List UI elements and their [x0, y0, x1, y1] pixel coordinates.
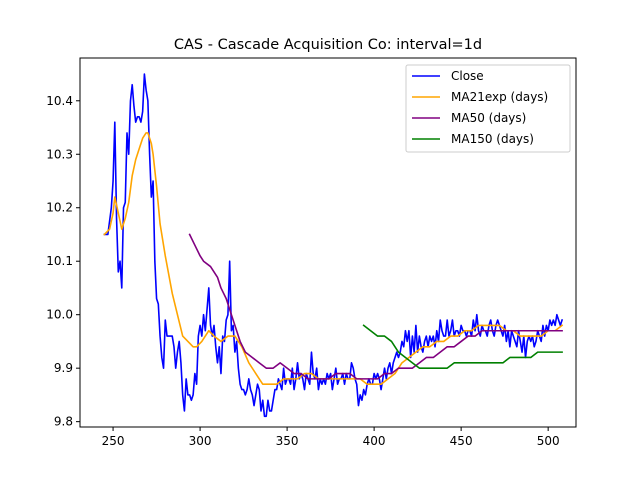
- y-tick-label-1: 9.9: [54, 361, 73, 375]
- axes-layer: 250 300 350 400 450 500 9.8 9.9 10.0 10.1 10.2 10.3…: [46, 57, 577, 448]
- x-tick-label-1: 300: [189, 434, 212, 448]
- y-tick-label-2: 10.0: [46, 308, 73, 322]
- x-tick-label-0: 250: [102, 434, 125, 448]
- legend-label-2: MA50 (days): [451, 111, 526, 125]
- legend-box: [405, 64, 571, 153]
- legend-label-3: MA150 (days): [451, 132, 534, 146]
- legend-label-0: Close: [451, 69, 484, 83]
- x-tick-label-3: 400: [363, 434, 386, 448]
- legend: Close MA21exp (days) MA50 (days) MA150 (day…: [405, 64, 571, 153]
- y-tick-label-6: 10.4: [46, 94, 73, 108]
- y-tick-label-3: 10.1: [46, 254, 73, 268]
- x-tick-label-4: 450: [450, 434, 473, 448]
- series-layer: [103, 73, 564, 418]
- series-line-3: [362, 324, 563, 369]
- legend-label-1: MA21exp (days): [451, 90, 548, 104]
- x-tick-label-5: 500: [537, 434, 560, 448]
- series-line-2: [188, 233, 563, 380]
- y-tick-label-4: 10.2: [46, 201, 73, 215]
- chart-title: CAS - Cascade Acquisition Co: interval=1…: [174, 37, 482, 53]
- y-tick-label-0: 9.8: [54, 415, 73, 429]
- plot-frame: [79, 57, 577, 428]
- series-line-1: [103, 132, 564, 386]
- y-tick-label-5: 10.3: [46, 147, 73, 161]
- x-tick-label-2: 350: [276, 434, 299, 448]
